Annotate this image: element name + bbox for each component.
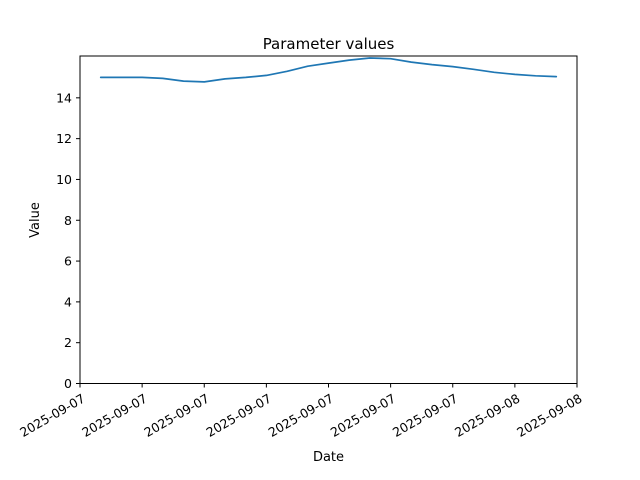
y-tick-label: 10 xyxy=(56,172,72,187)
x-axis-label: Date xyxy=(313,450,344,465)
plot-border xyxy=(79,55,578,384)
y-tick-label: 8 xyxy=(64,213,72,228)
y-tick-label: 2 xyxy=(64,335,72,350)
y-tick-label: 14 xyxy=(56,90,72,105)
data-line xyxy=(99,57,558,83)
y-axis-label: Value xyxy=(28,202,43,238)
x-tick-label: 2025-09-07 xyxy=(328,391,398,440)
y-tick-label: 6 xyxy=(64,254,72,269)
x-tick-label: 2025-09-08 xyxy=(514,391,584,440)
x-tick-label: 2025-09-08 xyxy=(452,391,522,440)
x-tick-label: 2025-09-07 xyxy=(79,391,149,440)
x-tick-label: 2025-09-07 xyxy=(390,391,460,440)
x-tick-label: 2025-09-07 xyxy=(141,391,211,440)
y-tick-label: 12 xyxy=(56,131,72,146)
x-tick-label: 2025-09-07 xyxy=(203,391,273,440)
x-tick-label: 2025-09-07 xyxy=(17,391,87,440)
chart-title: Parameter values xyxy=(263,35,395,53)
x-tick-label: 2025-09-07 xyxy=(266,391,336,440)
y-tick-label: 0 xyxy=(64,376,72,391)
plot-area: 2025-09-072025-09-072025-09-072025-09-07… xyxy=(17,55,585,440)
y-tick-label: 4 xyxy=(64,294,72,309)
